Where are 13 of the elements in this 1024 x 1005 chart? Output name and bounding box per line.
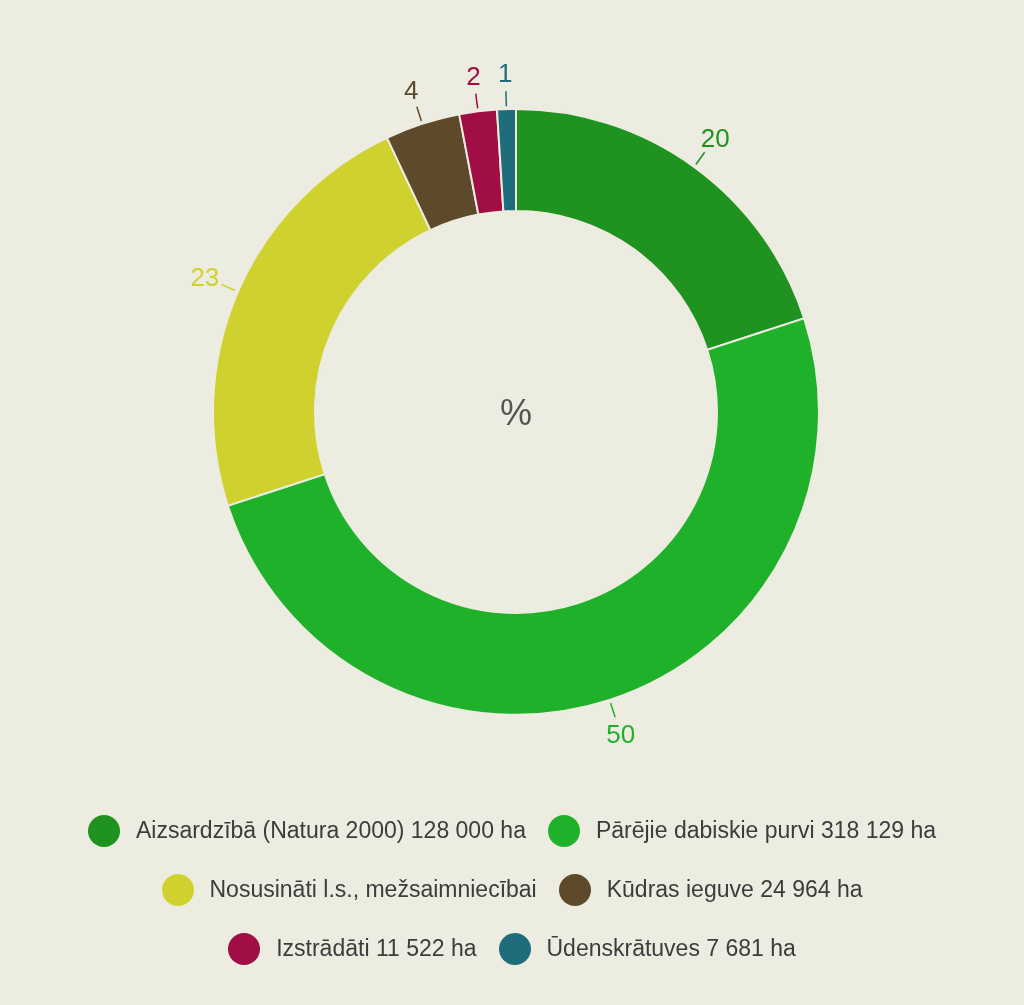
legend-label: Kūdras ieguve 24 964 ha (606, 876, 863, 903)
data-label: 1 (498, 58, 513, 89)
legend-label: Aizsardzībā (Natura 2000) 128 000 ha (135, 817, 526, 844)
data-label: 23 (190, 262, 220, 293)
legend-label: Izstrādāti 11 522 ha (276, 935, 477, 962)
data-label: 20 (700, 122, 730, 153)
data-label: 4 (404, 74, 419, 105)
legend-label: Ūdenskrātuves 7 681 ha (546, 935, 796, 962)
legend-label: Nosusināti l.s., mežsaimniecībai (209, 876, 537, 903)
legend-label: Pārējie dabiskie purvi 318 129 ha (595, 817, 937, 844)
text: % (499, 391, 533, 433)
data-label: 2 (466, 60, 481, 91)
data-label: 50 (606, 719, 636, 750)
